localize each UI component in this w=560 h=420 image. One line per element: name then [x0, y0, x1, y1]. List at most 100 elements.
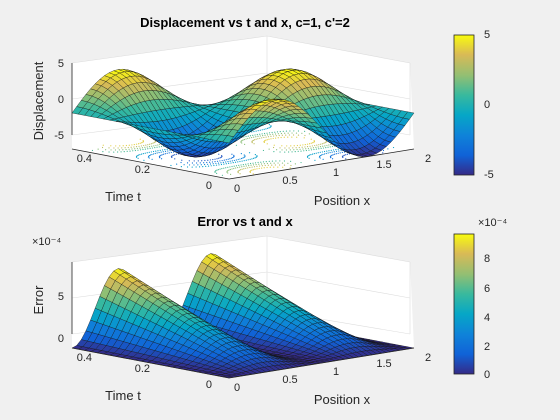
x-tick-1-2: 1	[333, 167, 339, 179]
contour-point	[215, 170, 217, 172]
cbar-tick-1-2: -5	[484, 169, 494, 181]
contour-point	[340, 149, 342, 152]
surface-patch	[222, 135, 234, 144]
contour-point	[147, 148, 149, 150]
contour-point	[212, 163, 214, 165]
contour-point	[338, 150, 340, 152]
contour-point	[139, 149, 142, 151]
contour-point	[288, 151, 290, 153]
contour-point	[320, 154, 323, 156]
title-2: Error vs t and x	[197, 214, 293, 229]
contour-point	[282, 130, 284, 132]
contour-point	[219, 168, 221, 170]
contour-point	[135, 143, 138, 145]
contour-point	[233, 159, 235, 162]
contour-point	[215, 162, 217, 165]
contour-point	[108, 151, 110, 153]
contour-point	[305, 148, 307, 150]
contour-point	[306, 143, 309, 145]
contour-point	[300, 161, 302, 164]
contour-point	[135, 146, 138, 148]
contour-point	[272, 133, 274, 135]
contour-point	[164, 150, 167, 152]
contour-point	[311, 153, 314, 155]
contour-point	[223, 163, 225, 165]
contour-point	[322, 153, 324, 156]
contour-point	[233, 154, 235, 157]
contour-point	[213, 164, 215, 167]
contour-point	[188, 164, 191, 166]
contour-point	[255, 136, 257, 138]
contour-point	[217, 169, 219, 171]
contour-point	[158, 146, 160, 148]
contour-point	[321, 151, 323, 153]
contour-point	[203, 162, 205, 164]
contour-point	[277, 137, 279, 139]
x-tick-1-3: 1.5	[376, 159, 391, 171]
contour-point	[268, 138, 270, 140]
contour-point	[188, 160, 190, 162]
contour-point	[115, 145, 117, 147]
y-tick-2-1: 0.2	[135, 363, 150, 375]
contour-point	[212, 158, 214, 161]
contour-point	[237, 161, 239, 163]
contour-point	[114, 149, 117, 151]
contour-point	[217, 162, 220, 164]
contour-point	[270, 138, 272, 140]
contour-point	[153, 145, 155, 147]
contour-point	[270, 125, 272, 127]
contour-point	[242, 139, 244, 141]
contour-point	[152, 150, 155, 153]
contour-point	[170, 151, 172, 154]
contour-point	[297, 150, 299, 152]
contour-point	[247, 137, 249, 140]
contour-point	[201, 160, 203, 162]
contour-point	[268, 148, 270, 150]
contour-point	[304, 134, 306, 137]
contour-point	[258, 167, 260, 170]
contour-point	[392, 146, 395, 149]
contour-point	[243, 138, 246, 141]
contour-point	[280, 132, 283, 135]
contour-point	[323, 153, 326, 155]
contour-point	[304, 146, 306, 148]
contour-point	[132, 150, 134, 152]
contour-point	[120, 151, 122, 153]
contour-point	[287, 132, 289, 134]
contour-point	[218, 164, 220, 166]
contour-point	[275, 160, 277, 162]
contour-point	[268, 127, 270, 129]
contour-point	[322, 158, 324, 161]
contour-point	[123, 151, 125, 153]
contour-point	[128, 148, 130, 150]
contour-point	[110, 149, 112, 151]
contour-point	[108, 147, 110, 149]
contour-point	[251, 169, 253, 171]
contour-point	[130, 146, 132, 148]
contour-point	[183, 164, 185, 166]
contour-point	[289, 130, 291, 132]
contour-point	[254, 157, 256, 159]
contour-point	[221, 174, 224, 176]
contour-point	[257, 161, 259, 164]
contour-point	[195, 166, 197, 168]
contour-point	[204, 159, 206, 162]
contour-point	[162, 151, 164, 153]
contour-point	[275, 135, 277, 137]
contour-point	[281, 162, 284, 164]
contour-point	[151, 147, 154, 149]
contour-point	[310, 138, 312, 140]
contour-point	[308, 133, 310, 135]
contour-point	[155, 150, 157, 152]
contour-point	[219, 157, 221, 159]
contour-point	[101, 146, 104, 149]
contour-point	[298, 146, 300, 149]
contour-point	[262, 161, 265, 163]
contour-point	[143, 144, 145, 147]
contour-point	[160, 154, 162, 156]
contour-point	[174, 154, 176, 156]
contour-point	[330, 155, 332, 157]
contour-point	[266, 139, 268, 141]
contour-point	[118, 149, 120, 151]
contour-point	[252, 169, 254, 171]
